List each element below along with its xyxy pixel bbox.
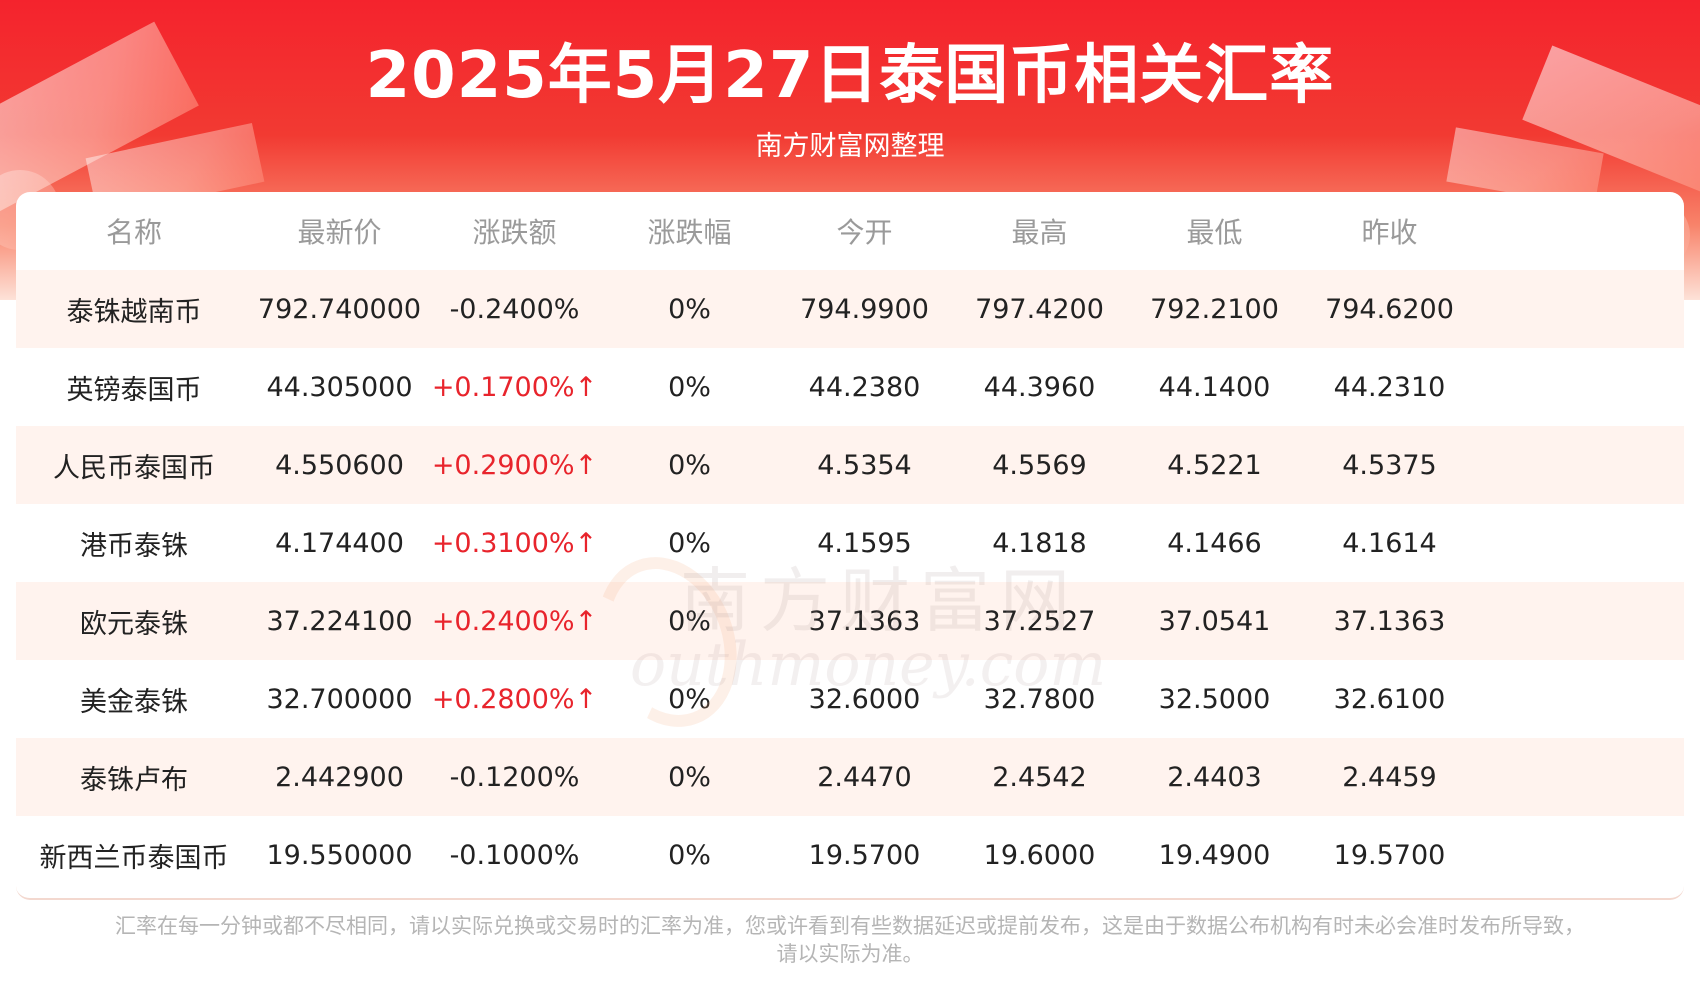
low-price: 792.2100 xyxy=(1150,293,1279,325)
column-header-latest: 最新价 xyxy=(297,216,382,249)
column-header-low: 最低 xyxy=(1186,216,1243,249)
currency-name: 泰铢卢布 xyxy=(80,764,188,796)
latest-price: 4.550600 xyxy=(275,449,404,481)
open-price: 32.6000 xyxy=(808,683,921,715)
latest-price: 32.700000 xyxy=(266,683,413,715)
open-price: 44.2380 xyxy=(808,371,921,403)
latest-price: 19.550000 xyxy=(266,839,413,871)
table-row: 美金泰铢 32.700000 +0.2800%↑ 0% 32.6000 32.7… xyxy=(16,660,1684,738)
column-header-open: 今开 xyxy=(836,216,893,249)
low-price: 44.1400 xyxy=(1158,371,1271,403)
column-header-high: 最高 xyxy=(1011,216,1068,249)
table-row: 欧元泰铢 37.224100 +0.2400%↑ 0% 37.1363 37.2… xyxy=(16,582,1684,660)
change-amount: +0.2400%↑ xyxy=(431,605,598,637)
prev-close-price: 44.2310 xyxy=(1333,371,1446,403)
disclaimer-line-2: 请以实际为准。 xyxy=(776,942,924,966)
currency-name: 新西兰币泰国币 xyxy=(39,842,229,874)
change-percent: 0% xyxy=(668,371,711,403)
open-price: 794.9900 xyxy=(800,293,929,325)
low-price: 37.0541 xyxy=(1158,605,1271,637)
table-row: 泰铢卢布 2.442900 -0.1200% 0% 2.4470 2.4542 … xyxy=(16,738,1684,816)
change-amount: -0.2400% xyxy=(449,293,580,325)
change-percent: 0% xyxy=(668,761,711,793)
currency-name: 港币泰铢 xyxy=(80,530,188,562)
table-row: 英镑泰国币 44.305000 +0.1700%↑ 0% 44.2380 44.… xyxy=(16,348,1684,426)
prev-close-price: 32.6100 xyxy=(1333,683,1446,715)
open-price: 4.5354 xyxy=(817,449,912,481)
prev-close-price: 794.6200 xyxy=(1325,293,1454,325)
prev-close-price: 2.4459 xyxy=(1342,761,1437,793)
column-header-change: 涨跌额 xyxy=(472,216,557,249)
currency-name: 泰铢越南币 xyxy=(66,296,202,328)
change-amount: +0.2800%↑ xyxy=(431,683,598,715)
low-price: 2.4403 xyxy=(1167,761,1262,793)
change-percent: 0% xyxy=(668,293,711,325)
open-price: 2.4470 xyxy=(817,761,912,793)
change-percent: 0% xyxy=(668,605,711,637)
low-price: 4.5221 xyxy=(1167,449,1262,481)
column-header-prev-close: 昨收 xyxy=(1361,216,1418,249)
table-row: 泰铢越南币 792.740000 -0.2400% 0% 794.9900 79… xyxy=(16,270,1684,348)
change-amount: -0.1200% xyxy=(449,761,580,793)
change-amount: +0.2900%↑ xyxy=(431,449,598,481)
open-price: 19.5700 xyxy=(808,839,921,871)
page-subtitle: 南方财富网整理 xyxy=(755,131,945,162)
disclaimer: 汇率在每一分钟或都不尽相同，请以实际兑换或交易时的汇率为准，您或许看到有些数据延… xyxy=(40,912,1660,968)
rate-table: 名称 最新价 涨跌额 涨跌幅 今开 最高 最低 昨收 泰铢越南币 792.740… xyxy=(16,192,1684,900)
currency-name: 人民币泰国币 xyxy=(53,452,215,484)
high-price: 19.6000 xyxy=(983,839,1096,871)
prev-close-price: 4.5375 xyxy=(1342,449,1437,481)
disclaimer-line-1: 汇率在每一分钟或都不尽相同，请以实际兑换或交易时的汇率为准，您或许看到有些数据延… xyxy=(115,914,1585,938)
open-price: 37.1363 xyxy=(808,605,921,637)
latest-price: 792.740000 xyxy=(257,293,422,325)
change-percent: 0% xyxy=(668,839,711,871)
high-price: 4.5569 xyxy=(992,449,1087,481)
table-row: 人民币泰国币 4.550600 +0.2900%↑ 0% 4.5354 4.55… xyxy=(16,426,1684,504)
latest-price: 44.305000 xyxy=(266,371,413,403)
currency-name: 英镑泰国币 xyxy=(66,374,202,406)
page-title: 2025年5月27日泰国币相关汇率 xyxy=(365,39,1335,113)
high-price: 797.4200 xyxy=(975,293,1104,325)
low-price: 32.5000 xyxy=(1158,683,1271,715)
table-row: 新西兰币泰国币 19.550000 -0.1000% 0% 19.5700 19… xyxy=(16,816,1684,894)
change-amount: -0.1000% xyxy=(449,839,580,871)
high-price: 4.1818 xyxy=(992,527,1087,559)
change-amount: +0.1700%↑ xyxy=(431,371,598,403)
change-percent: 0% xyxy=(668,527,711,559)
prev-close-price: 37.1363 xyxy=(1333,605,1446,637)
column-header-change-pct: 涨跌幅 xyxy=(647,216,732,249)
currency-name: 欧元泰铢 xyxy=(80,608,188,640)
latest-price: 4.174400 xyxy=(275,527,404,559)
table-header-row: 名称 最新价 涨跌额 涨跌幅 今开 最高 最低 昨收 xyxy=(16,192,1684,270)
low-price: 19.4900 xyxy=(1158,839,1271,871)
open-price: 4.1595 xyxy=(817,527,912,559)
change-percent: 0% xyxy=(668,683,711,715)
column-header-name: 名称 xyxy=(105,216,162,249)
currency-name: 美金泰铢 xyxy=(80,686,188,718)
table-row: 港币泰铢 4.174400 +0.3100%↑ 0% 4.1595 4.1818… xyxy=(16,504,1684,582)
low-price: 4.1466 xyxy=(1167,527,1262,559)
change-percent: 0% xyxy=(668,449,711,481)
high-price: 32.7800 xyxy=(983,683,1096,715)
prev-close-price: 19.5700 xyxy=(1333,839,1446,871)
latest-price: 2.442900 xyxy=(275,761,404,793)
high-price: 37.2527 xyxy=(983,605,1096,637)
latest-price: 37.224100 xyxy=(266,605,413,637)
prev-close-price: 4.1614 xyxy=(1342,527,1437,559)
high-price: 44.3960 xyxy=(983,371,1096,403)
high-price: 2.4542 xyxy=(992,761,1087,793)
change-amount: +0.3100%↑ xyxy=(431,527,598,559)
